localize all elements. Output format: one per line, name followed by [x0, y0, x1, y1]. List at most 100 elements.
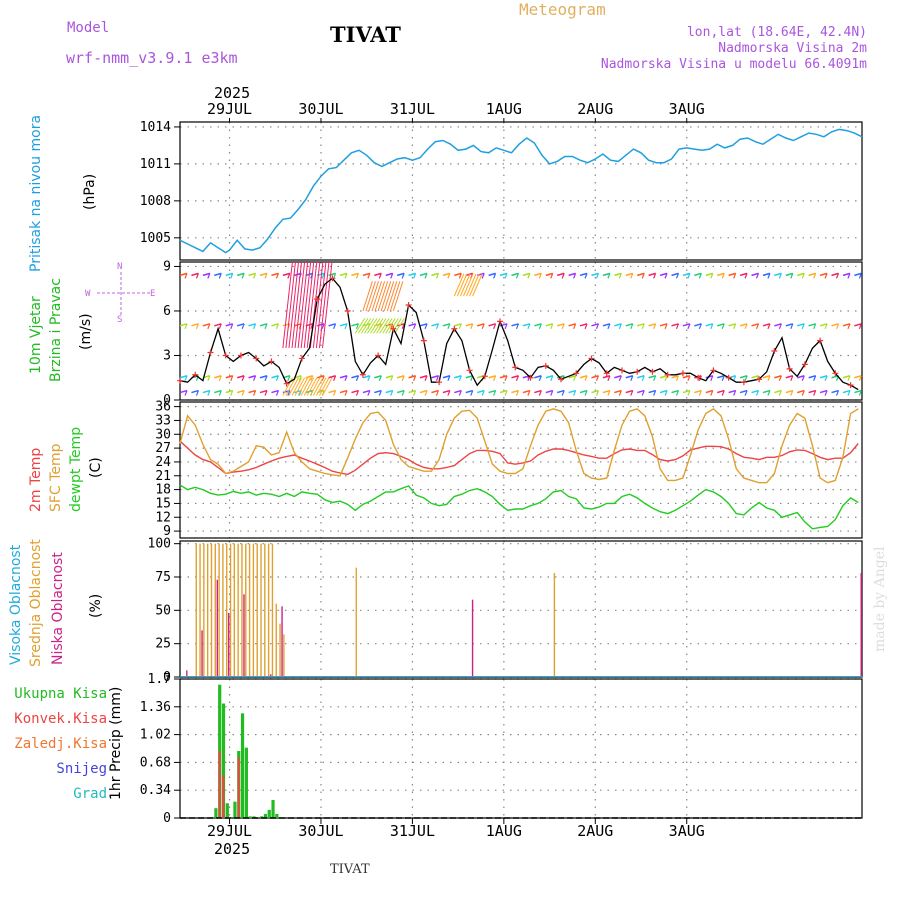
- wind-arrow: [664, 390, 668, 396]
- wind-arrow: [493, 390, 497, 396]
- wind-gust-marker: [832, 370, 839, 377]
- pressure-panel: [174, 121, 863, 261]
- wind-gust-marker: [298, 355, 305, 362]
- wind-arrow: [755, 323, 760, 330]
- wind-arrow: [527, 390, 531, 396]
- wind-arrow: [435, 390, 440, 396]
- wind-arrow: [671, 389, 679, 394]
- wind-arrow: [214, 323, 222, 327]
- wind-arrow: [333, 390, 337, 396]
- wind-arrow: [835, 323, 840, 330]
- wind-arrow: [179, 375, 188, 379]
- wind-arrow: [511, 389, 519, 394]
- wind-arrow: [728, 272, 736, 277]
- wind-arrow: [241, 273, 245, 279]
- wind-arrow: [824, 375, 828, 381]
- wind-arrow: [264, 390, 268, 396]
- wind-arrow: [207, 375, 211, 381]
- wind-arrow: [550, 390, 554, 396]
- wind-arrow: [687, 375, 691, 381]
- wind-arrow: [698, 390, 702, 396]
- wind-arrow: [275, 323, 279, 330]
- wind-arrow: [762, 272, 771, 277]
- wind-arrow: [687, 323, 691, 330]
- wind-arrow: [419, 375, 428, 379]
- wind-arrow: [717, 323, 725, 327]
- temperature-ytick-label: 27: [155, 441, 171, 456]
- wind-arrow: [248, 272, 256, 277]
- wind-arrow: [488, 389, 496, 394]
- wind-arrow: [253, 390, 257, 396]
- wind-arrow: [637, 272, 645, 277]
- wind-arrow: [579, 272, 588, 277]
- wind-arrow: [435, 323, 440, 330]
- wind-arrow: [858, 323, 862, 330]
- wind-arrow: [664, 375, 668, 381]
- wind-arrow: [694, 389, 702, 394]
- wind-arrow: [561, 390, 565, 396]
- wind-arrow: [408, 375, 416, 379]
- wind-arrow: [664, 273, 668, 279]
- wind-arrow: [378, 390, 382, 396]
- wind-arrow: [778, 375, 782, 381]
- wind-arrow: [739, 389, 748, 394]
- wind-arrow: [659, 272, 668, 277]
- wind-arrow: [790, 323, 794, 330]
- wind-arrow: [675, 390, 680, 396]
- wind-arrow: [744, 323, 748, 330]
- wind-arrow: [744, 375, 748, 381]
- wind-arrow: [378, 375, 382, 381]
- wind-frame: [179, 261, 863, 401]
- wind-arrow: [698, 323, 702, 330]
- wind-arrow: [184, 390, 188, 396]
- wind-arrow: [195, 323, 199, 330]
- precip-ytick-label: 0.34: [140, 783, 171, 798]
- wind-arrow: [801, 390, 805, 396]
- wind-arrow: [835, 273, 840, 279]
- wind-arrow: [355, 375, 360, 381]
- precip-ytick-label: 1.02: [140, 728, 171, 743]
- precip-panel: [174, 678, 863, 819]
- wind-arrow: [573, 323, 577, 330]
- wind-arrow: [573, 375, 577, 381]
- wind-arrow: [271, 375, 279, 379]
- wind-arrow: [481, 323, 485, 330]
- wind-arrow: [401, 273, 405, 279]
- wind-hatch: [309, 377, 321, 396]
- wind-arrow: [236, 389, 245, 394]
- wind-arrow: [253, 375, 257, 381]
- wind-arrow: [476, 389, 485, 394]
- wind-arrow: [339, 323, 348, 327]
- wind-hatch: [363, 318, 375, 334]
- wind-arrow: [470, 323, 474, 330]
- precip-ytick-label: 1.36: [140, 700, 171, 715]
- wind-arrow: [264, 375, 268, 381]
- wind-arrow: [842, 272, 851, 277]
- day-label-top: 1AUG: [486, 100, 522, 118]
- wind-arrow: [282, 272, 291, 277]
- wind-arrow: [584, 273, 588, 279]
- wind-arrow: [653, 273, 657, 279]
- wind-arrow: [374, 375, 382, 379]
- wind-arrow: [785, 389, 794, 394]
- wind-arrow: [515, 390, 520, 396]
- wind-hatch: [386, 281, 398, 312]
- precip-total-bar: [225, 803, 229, 818]
- wind-arrow: [442, 389, 451, 394]
- wind-hatch: [318, 261, 330, 349]
- wind-arrow: [179, 389, 188, 394]
- day-label-bottom: 29JUL: [207, 822, 252, 840]
- clouds-ytick-label: 0: [163, 670, 171, 685]
- wind-gust-marker: [466, 367, 473, 374]
- wind-arrow: [545, 323, 553, 327]
- wind-arrow: [230, 273, 234, 279]
- meteogram-title: Meteogram: [519, 0, 606, 19]
- pressure-frame: [179, 121, 863, 261]
- wind-arrow: [305, 375, 313, 379]
- wind-ytick-label: 0: [163, 393, 171, 408]
- wind-arrow: [355, 323, 360, 330]
- wind-gust-marker: [527, 374, 534, 381]
- lonlat-info: lon,lat (18.64E, 42.4N): [686, 25, 867, 40]
- wind-arrow: [447, 273, 451, 279]
- wind-arrow: [275, 273, 279, 279]
